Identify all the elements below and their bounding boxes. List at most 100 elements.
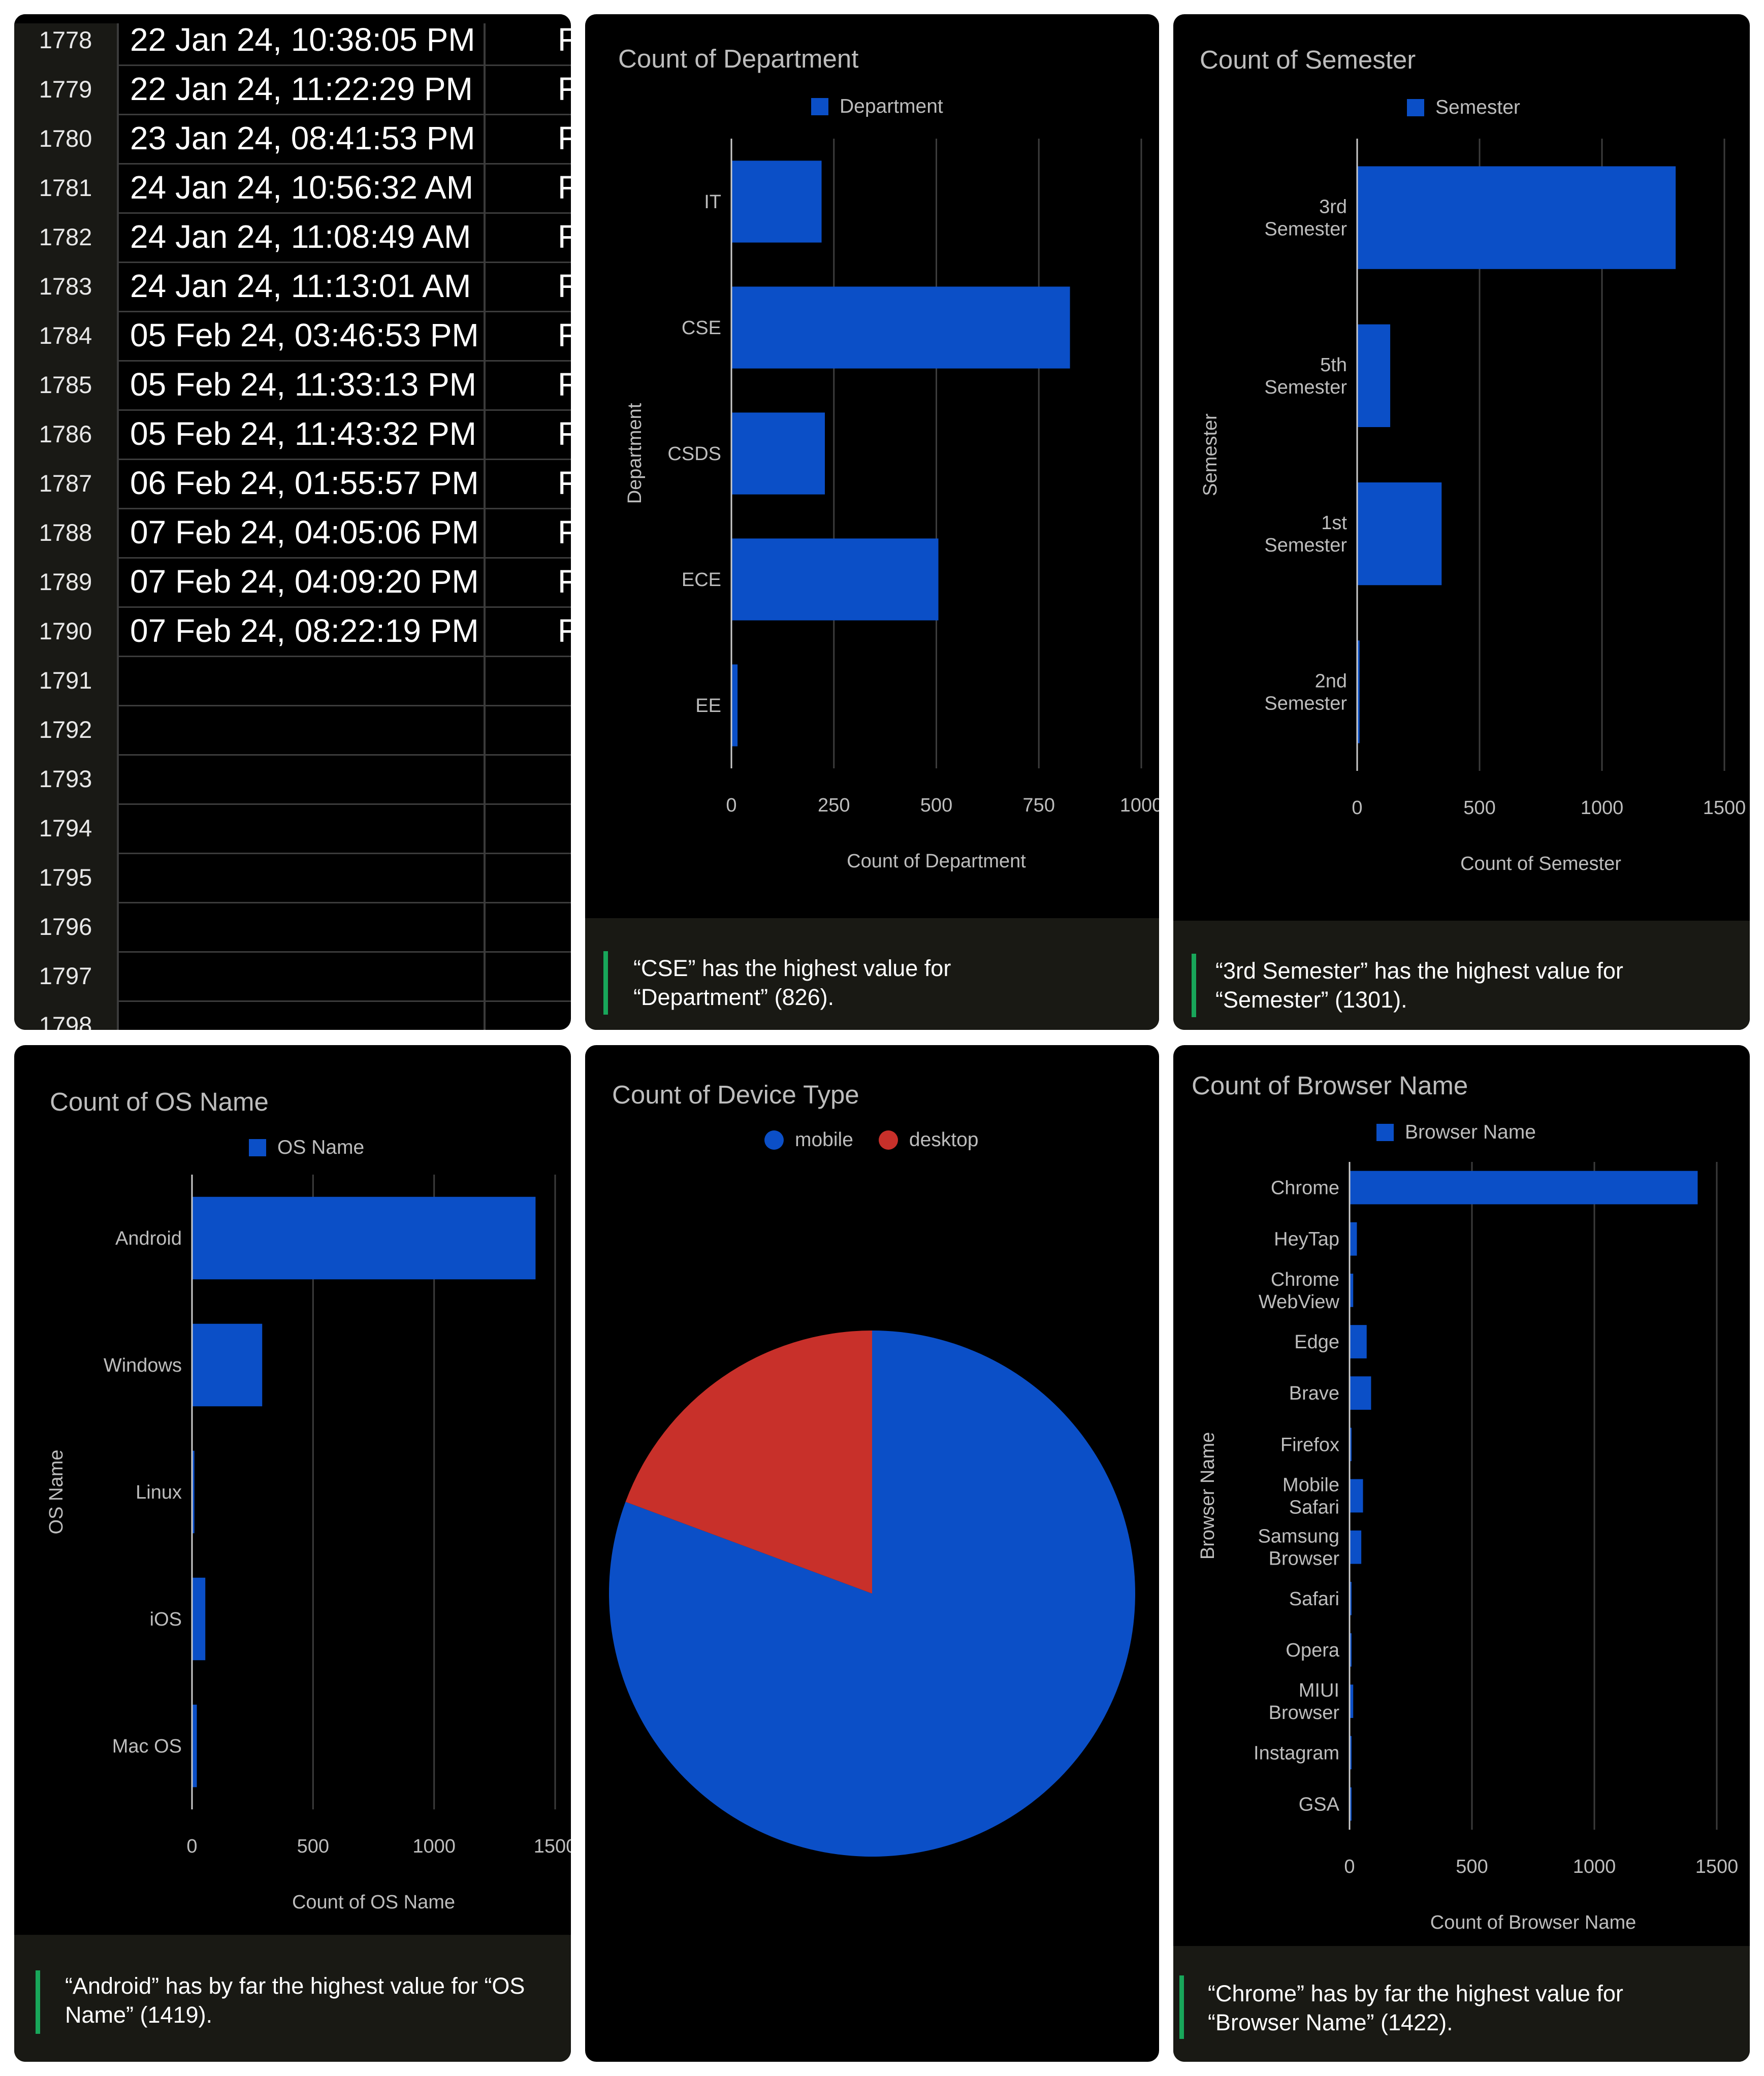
insight-accent-bar bbox=[603, 951, 608, 1015]
legend-swatch bbox=[249, 1139, 266, 1156]
bar bbox=[1350, 1428, 1352, 1462]
os-chart-panel: Count of OS Name OS Name 0 500 1000 1500 And… bbox=[14, 1045, 571, 2062]
timestamp-cell: 22 Jan 24, 10:38:05 PM bbox=[121, 15, 486, 64]
row-number: 1796 bbox=[14, 902, 119, 951]
category-label: IT bbox=[704, 191, 721, 213]
category-label: CSE bbox=[682, 317, 721, 339]
truncated-cell bbox=[488, 803, 571, 853]
truncated-cell: FA bbox=[558, 21, 571, 58]
table-row: 1795 bbox=[14, 853, 571, 903]
table-row: 1798 bbox=[14, 1000, 571, 1030]
category-label: Opera bbox=[1286, 1640, 1339, 1661]
y-axis-title: Semester bbox=[1200, 413, 1221, 496]
timestamp-cell: 24 Jan 24, 11:13:01 AM bbox=[121, 262, 486, 311]
bar bbox=[1357, 640, 1360, 743]
category-label: EE bbox=[695, 695, 721, 717]
legend-item-mobile: mobile bbox=[764, 1129, 853, 1151]
category-label: iOS bbox=[150, 1609, 182, 1630]
row-number: 1792 bbox=[14, 705, 119, 754]
y-axis-title: Department bbox=[624, 403, 646, 504]
bar bbox=[1350, 1684, 1354, 1718]
timestamp-cell bbox=[121, 705, 486, 754]
category-label: 3rd Semester bbox=[1264, 197, 1347, 240]
x-tick-label: 500 bbox=[297, 1836, 329, 1857]
truncated-cell bbox=[488, 754, 571, 803]
table-row: 1791 bbox=[14, 656, 571, 706]
bar bbox=[192, 1450, 195, 1534]
row-number: 1795 bbox=[14, 853, 119, 902]
timestamp-cell: 07 Feb 24, 04:05:06 PM bbox=[121, 508, 486, 557]
timestamp-cell: 05 Feb 24, 11:33:13 PM bbox=[121, 360, 486, 409]
row-number: 1797 bbox=[14, 951, 119, 1000]
timestamp-cell: 22 Jan 24, 11:22:29 PM bbox=[121, 64, 486, 114]
legend-swatch bbox=[811, 98, 828, 115]
semester-chart-panel: Count of Semester Semester 0 500 1000 1500 3… bbox=[1173, 14, 1750, 1030]
insight-text: “3rd Semester” has the highest value for… bbox=[1215, 958, 1623, 1013]
truncated-cell: FA bbox=[558, 71, 571, 107]
legend-dot bbox=[764, 1130, 784, 1150]
os-bar-chart: 0 500 1000 1500 Android Windows Linux iOS Mac OS… bbox=[46, 1175, 571, 1913]
bar bbox=[1350, 1274, 1354, 1307]
bar bbox=[1350, 1633, 1352, 1667]
browser-chart-panel: Count of Browser Name Browser Name 0 500 1… bbox=[1173, 1045, 1750, 2062]
timestamp-cell bbox=[121, 951, 486, 1000]
category-label: Samsung Browser bbox=[1258, 1526, 1339, 1570]
timestamp-cell bbox=[121, 656, 486, 705]
legend-label: desktop bbox=[909, 1129, 979, 1151]
category-label: CSDS bbox=[667, 443, 721, 465]
legend-label: Semester bbox=[1435, 96, 1520, 118]
bar bbox=[1350, 1787, 1352, 1821]
row-number: 1778 bbox=[14, 15, 119, 64]
bar bbox=[1350, 1581, 1352, 1615]
x-tick-label: 0 bbox=[1344, 1856, 1355, 1877]
table-row: 1792 bbox=[14, 705, 571, 756]
category-label: Safari bbox=[1289, 1588, 1339, 1610]
bar bbox=[1350, 1736, 1352, 1770]
x-tick-label: 0 bbox=[186, 1836, 197, 1857]
bar bbox=[731, 664, 738, 747]
truncated-cell: FA bbox=[558, 268, 571, 304]
truncated-cell: FA bbox=[558, 415, 571, 452]
bar bbox=[1357, 324, 1391, 428]
x-tick-label: 1500 bbox=[1695, 1856, 1739, 1877]
timestamp-cell bbox=[121, 902, 486, 951]
row-number: 1790 bbox=[14, 606, 119, 656]
bar bbox=[731, 538, 939, 621]
row-number: 1784 bbox=[14, 311, 119, 360]
chart-title: Count of Browser Name bbox=[1192, 1071, 1468, 1100]
insight-box: “CSE” has the highest value for “Departm… bbox=[585, 918, 1159, 1030]
x-tick-label: 1000 bbox=[1581, 797, 1624, 819]
x-tick-label: 0 bbox=[726, 795, 736, 816]
category-label: Firefox bbox=[1280, 1434, 1339, 1455]
chart-legend: OS Name bbox=[249, 1137, 364, 1159]
timestamp-cell bbox=[121, 754, 486, 803]
timestamp-cell bbox=[121, 803, 486, 853]
department-chart-panel: Count of Department Department 0 250 500 75… bbox=[585, 14, 1159, 1030]
legend-swatch bbox=[1376, 1124, 1394, 1141]
truncated-cell bbox=[488, 853, 571, 902]
x-tick-label: 1000 bbox=[412, 1836, 456, 1857]
x-axis-title: Count of Semester bbox=[1460, 853, 1621, 874]
x-tick-label: 250 bbox=[818, 795, 850, 816]
legend-label: mobile bbox=[795, 1129, 853, 1151]
timestamp-cell: 07 Feb 24, 04:09:20 PM bbox=[121, 557, 486, 606]
category-label: 1st Semester bbox=[1264, 512, 1347, 556]
table-row: 1794 bbox=[14, 803, 571, 854]
timestamp-cell: 06 Feb 24, 01:55:57 PM bbox=[121, 459, 486, 508]
insight-box: “Chrome” has by far the highest value fo… bbox=[1173, 1946, 1750, 2062]
insight-accent-bar bbox=[36, 1970, 40, 2034]
category-label: HeyTap bbox=[1274, 1229, 1339, 1250]
legend-label: Browser Name bbox=[1405, 1121, 1536, 1143]
chart-legend: mobile desktop bbox=[764, 1129, 1004, 1151]
x-tick-label: 1000 bbox=[1573, 1856, 1616, 1877]
row-number: 1786 bbox=[14, 409, 119, 459]
row-number: 1789 bbox=[14, 557, 119, 606]
